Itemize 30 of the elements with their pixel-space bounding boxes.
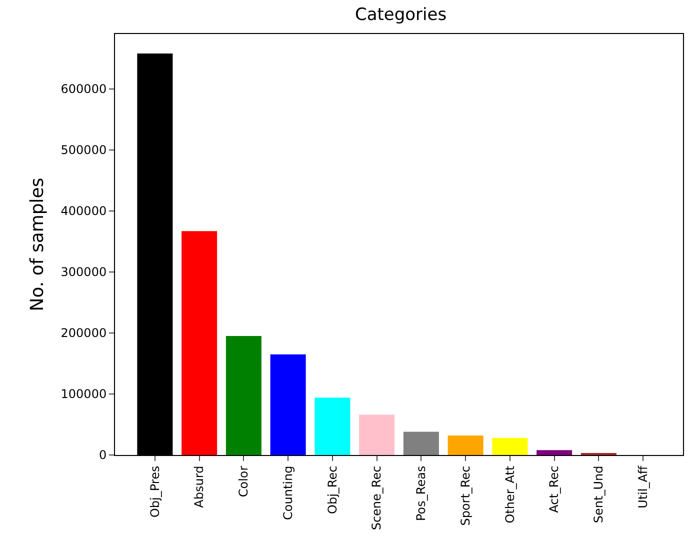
- bar: [492, 438, 528, 455]
- y-tick-label: 0: [98, 448, 107, 462]
- bar: [403, 432, 439, 455]
- bar: [448, 435, 484, 455]
- y-tick-label: 500000: [60, 143, 107, 158]
- bar: [359, 414, 395, 455]
- bar: [536, 450, 572, 455]
- x-tick-label: Absurd: [192, 466, 206, 508]
- x-tick-label: Obj_Pres: [148, 466, 162, 518]
- x-tick-label: Sent_Und: [592, 466, 606, 524]
- chart-title: Categories: [354, 5, 447, 26]
- x-tick-label: Obj_Rec: [325, 466, 340, 514]
- x-tick-label: Pos_Reas: [414, 466, 428, 522]
- x-tick-label: Counting: [280, 466, 295, 520]
- y-tick-label: 600000: [60, 82, 107, 96]
- x-tick-label: Sport_Rec: [458, 466, 472, 526]
- x-tick-label: Util_Aff: [636, 465, 650, 508]
- bar: [270, 354, 306, 455]
- bar: [314, 398, 350, 455]
- bar: [226, 336, 262, 455]
- y-tick-label: 300000: [60, 265, 107, 280]
- x-tick-label: Act_Rec: [547, 466, 562, 513]
- x-tick-label: Color: [236, 466, 251, 498]
- x-tick-label: Scene_Rec: [370, 466, 384, 530]
- y-axis-title: No. of samples: [26, 178, 48, 312]
- y-tick-label: 400000: [60, 204, 107, 218]
- y-tick-label: 200000: [60, 326, 107, 340]
- x-tick-label: Other_Att: [502, 466, 517, 524]
- y-tick-label: 100000: [60, 387, 107, 402]
- bar: [182, 231, 218, 455]
